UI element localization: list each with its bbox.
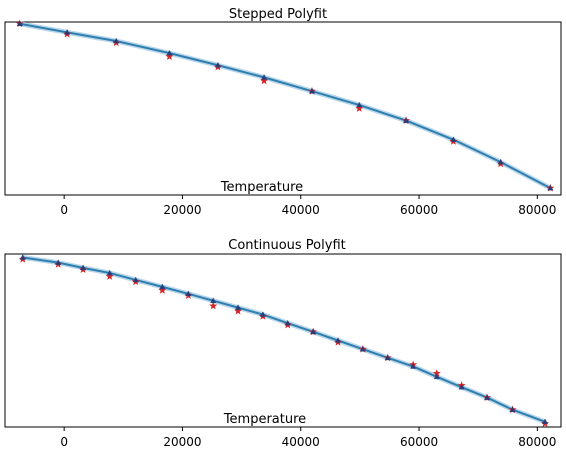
x-axis-label: Temperature [220, 180, 303, 195]
chart-title: Continuous Polyfit [228, 238, 345, 253]
data-point-star [432, 369, 441, 377]
x-tick-label: 20000 [163, 435, 201, 449]
data-point-triangle [541, 418, 549, 425]
x-tick-label: 80000 [518, 435, 556, 449]
x-tick-label: 0 [60, 203, 68, 217]
data-point-triangle [235, 304, 242, 310]
data-point-star [105, 272, 114, 280]
fit-curve-halo [19, 21, 552, 191]
data-point-triangle [166, 49, 173, 56]
data-point-triangle [310, 328, 317, 335]
data-point-triangle [214, 62, 221, 68]
data-point-star [209, 301, 218, 310]
x-tick-label: 60000 [400, 203, 438, 217]
data-point-triangle [497, 158, 504, 165]
x-tick-label: 40000 [282, 203, 320, 217]
fit-curve-group [19, 21, 552, 191]
data-point-triangle [458, 384, 465, 390]
data-point-triangle [484, 394, 491, 400]
data-point-triangle [80, 264, 87, 271]
fit-curve [19, 22, 551, 189]
data-point-star [355, 104, 364, 112]
x-axis-label: Temperature [223, 412, 306, 427]
data-point-triangle [16, 20, 23, 26]
data-point-star [158, 286, 167, 294]
data-point-triangle [356, 101, 363, 108]
data-point-triangle [210, 297, 217, 303]
data-points-group [18, 254, 550, 427]
data-point-triangle [402, 117, 410, 123]
data-point-triangle [64, 29, 71, 35]
data-point-star [165, 52, 174, 60]
data-point-star [260, 76, 269, 85]
data-point-triangle [359, 345, 366, 352]
data-point-triangle [433, 373, 440, 380]
x-tick-label: 20000 [163, 203, 201, 217]
data-point-triangle [450, 136, 457, 142]
data-point-star [234, 306, 243, 315]
data-point-triangle [284, 320, 291, 326]
x-tick-label: 0 [60, 435, 68, 449]
data-point-triangle [410, 363, 417, 369]
data-point-triangle [106, 269, 113, 276]
x-tick-label: 60000 [400, 435, 438, 449]
plot-frame [4, 253, 562, 428]
fit-curve-group [22, 254, 546, 425]
data-point-triangle [334, 337, 342, 343]
data-point-triangle [132, 276, 139, 283]
x-tick-label: 80000 [518, 203, 556, 217]
data-point-triangle [261, 74, 268, 80]
x-tick-label: 40000 [282, 435, 320, 449]
data-point-triangle [308, 88, 316, 94]
fit-curve [22, 256, 546, 423]
fit-curve-halo [22, 254, 546, 425]
data-point-triangle [113, 37, 120, 44]
data-point-triangle [509, 406, 516, 412]
x-axis-ticks: 0 20000 40000 60000 80000 [60, 427, 556, 449]
data-point-triangle [55, 259, 62, 265]
data-point-triangle [19, 254, 26, 260]
continuous-polyfit-chart: Continuous Polyfit Temperature 0 20000 400… [4, 238, 562, 449]
data-point-triangle [259, 311, 266, 317]
data-point-triangle [384, 354, 391, 361]
chart-title: Stepped Polyfit [229, 7, 327, 22]
data-point-triangle [547, 184, 554, 191]
data-points-group [15, 19, 555, 192]
x-axis-ticks: 0 20000 40000 60000 80000 [60, 195, 556, 217]
data-point-triangle [185, 290, 192, 297]
data-point-triangle [159, 283, 166, 290]
plot-frame [4, 21, 562, 196]
stepped-polyfit-chart: Stepped Polyfit Temperature 0 20000 40000 6… [4, 7, 562, 217]
